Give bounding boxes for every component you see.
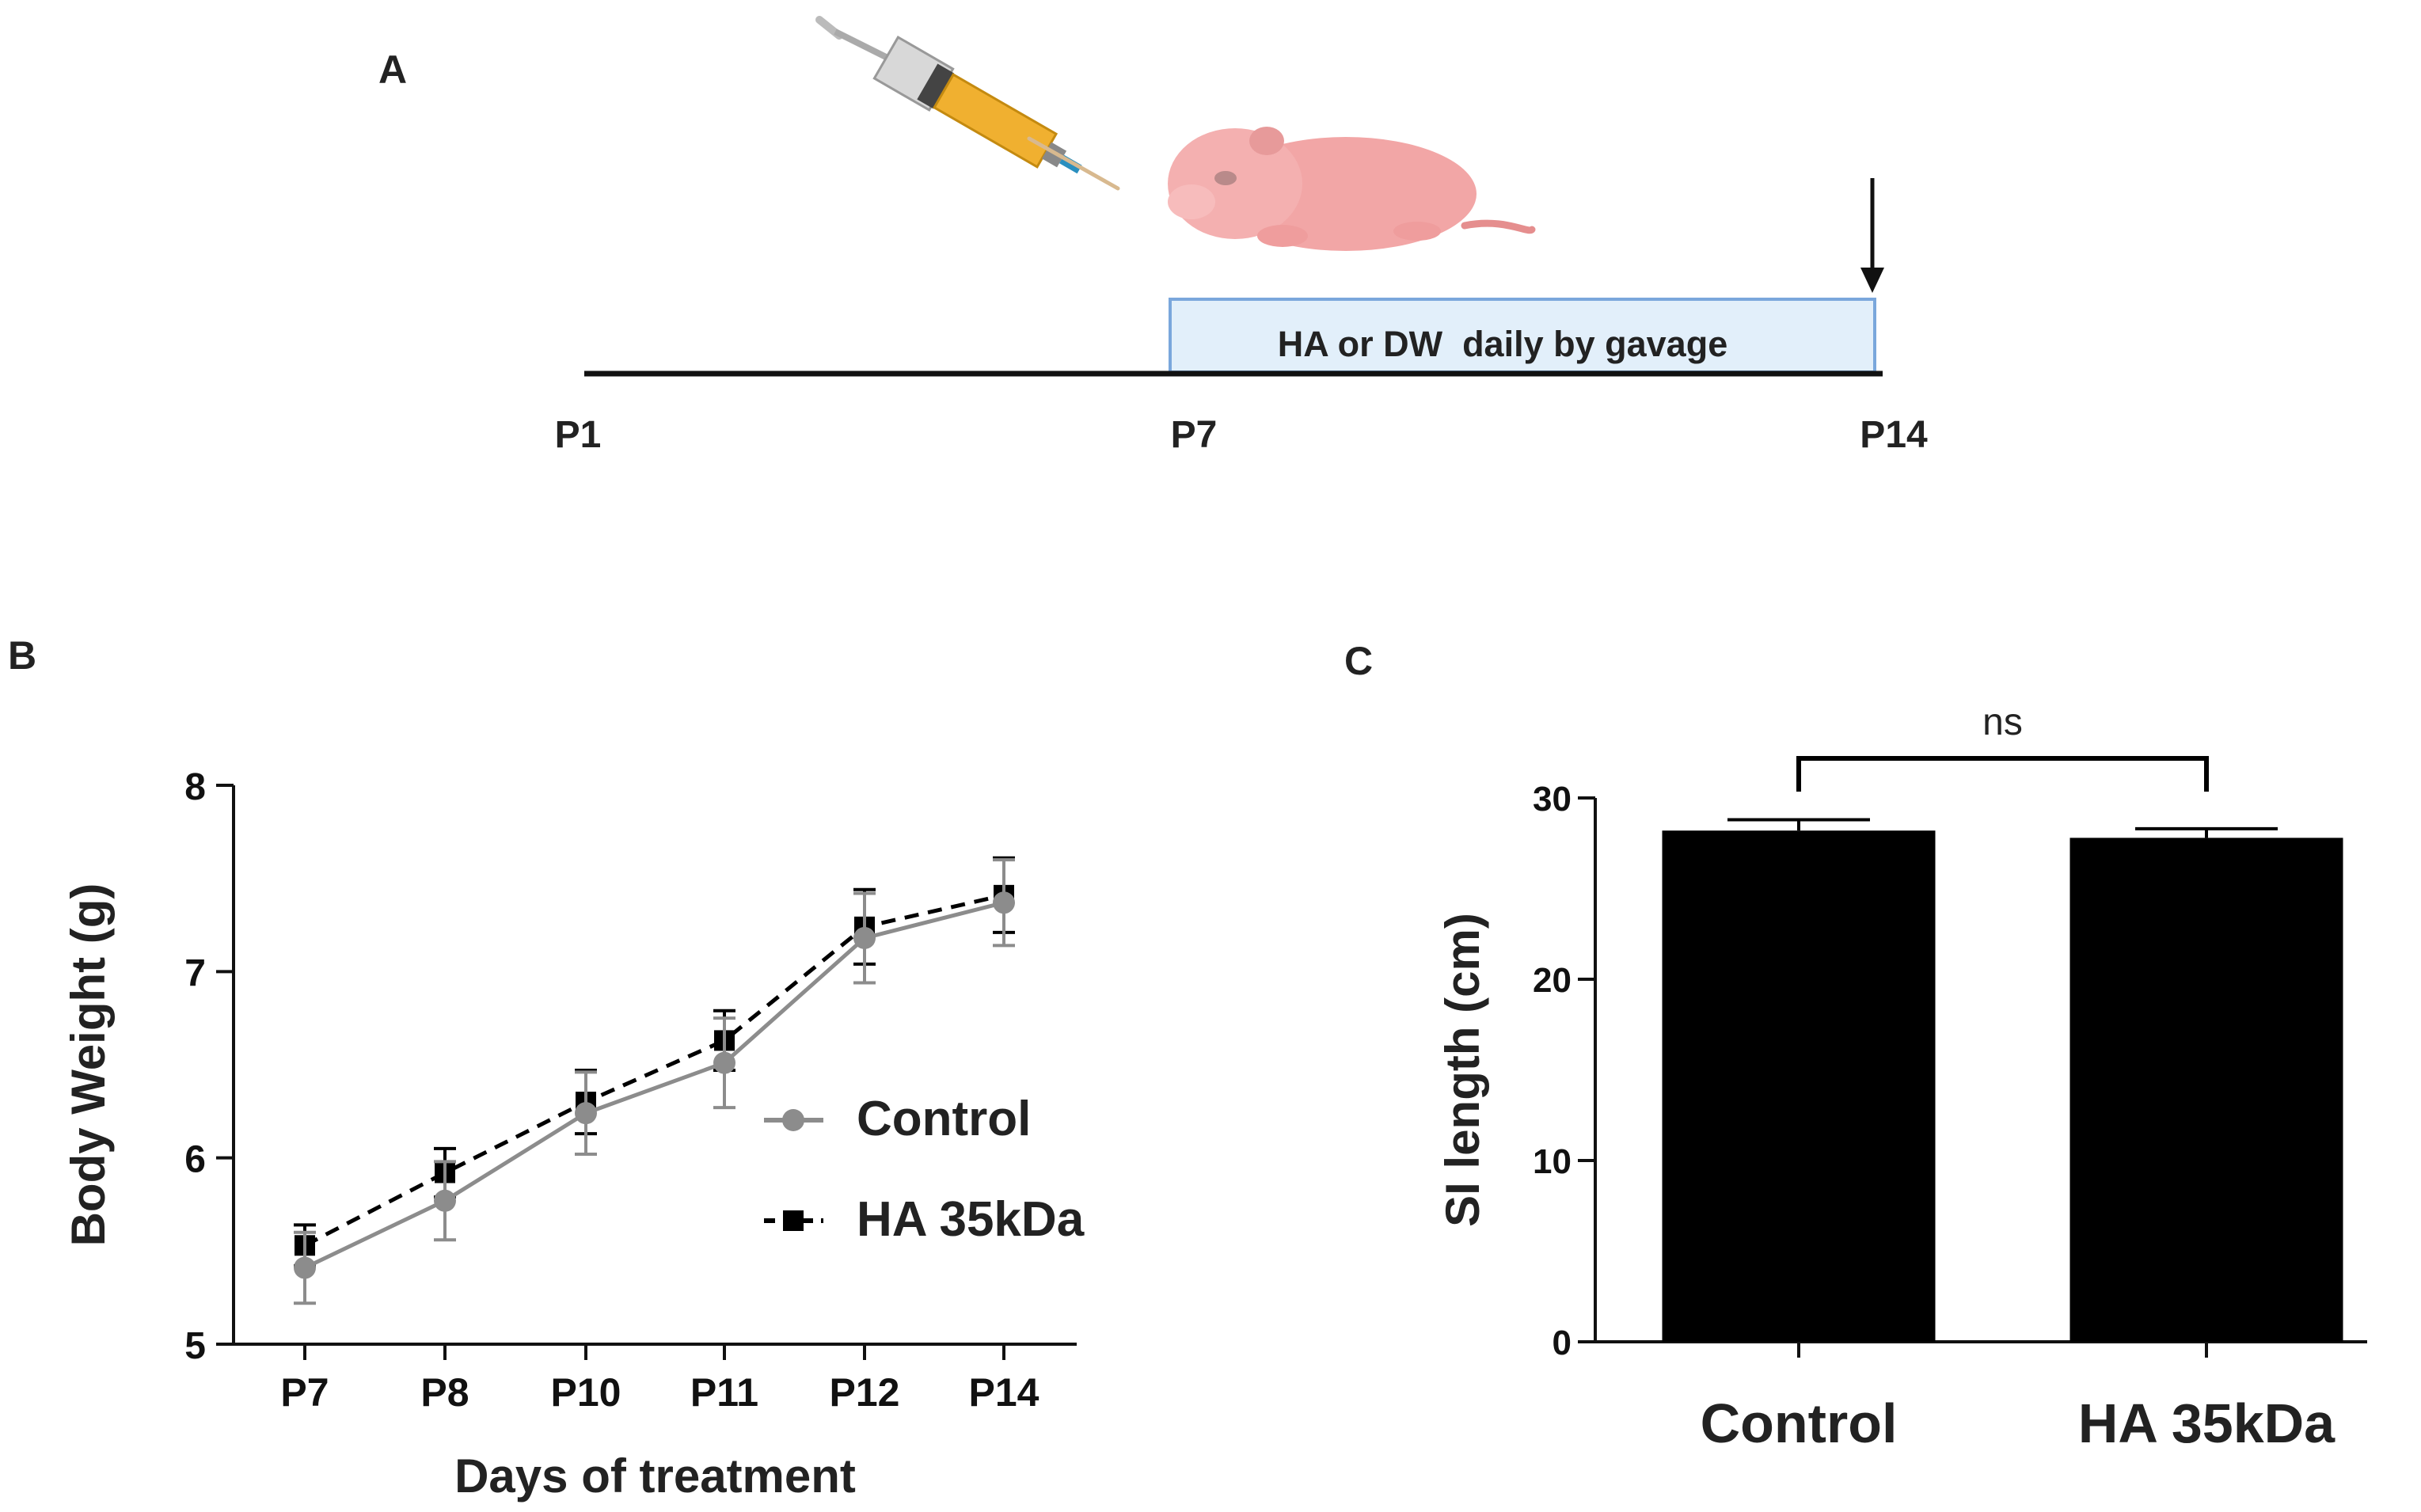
y-tick-label: 20 bbox=[1533, 961, 1572, 1000]
data-point bbox=[434, 1189, 456, 1212]
legend: Control HA 35kDa bbox=[764, 1092, 1085, 1247]
data-point bbox=[575, 1102, 597, 1125]
si-length-chart: 0 10 20 30 SI length (cm) Control HA 35kDa ns bbox=[1436, 701, 2367, 1454]
panel-c-label: C bbox=[1344, 639, 1373, 683]
y-tick-label: 5 bbox=[184, 1325, 206, 1367]
x-tick-label: P12 bbox=[830, 1370, 900, 1415]
x-tick-label: P11 bbox=[690, 1370, 758, 1415]
y-tick-label: 8 bbox=[184, 766, 206, 808]
timepoint-p1: P1 bbox=[555, 414, 602, 456]
x-tick-label: P14 bbox=[969, 1370, 1039, 1415]
bar-control bbox=[1662, 830, 1936, 1342]
arrow-head-icon bbox=[1860, 268, 1884, 293]
legend-label-control: Control bbox=[857, 1092, 1031, 1146]
x-tick-label: Control bbox=[1701, 1392, 1898, 1454]
legend-label-ha: HA 35kDa bbox=[857, 1192, 1085, 1247]
panel-b-label: B bbox=[8, 633, 36, 678]
treatment-bar bbox=[1169, 298, 1876, 374]
y-tick-label: 10 bbox=[1533, 1142, 1572, 1181]
data-point bbox=[294, 1256, 316, 1279]
timepoint-p7: P7 bbox=[1171, 414, 1218, 456]
bar-ha bbox=[2069, 838, 2343, 1342]
significance-bracket bbox=[1796, 756, 2209, 792]
x-tick-label: P7 bbox=[280, 1370, 329, 1415]
legend-marker-control bbox=[782, 1109, 804, 1131]
significance-label: ns bbox=[1982, 701, 2023, 743]
x-axis-title: Days of treatment bbox=[454, 1449, 856, 1503]
data-point bbox=[713, 1051, 735, 1074]
mouse-pup-icon bbox=[1168, 127, 1536, 251]
data-point bbox=[993, 891, 1015, 914]
timepoint-p14: P14 bbox=[1860, 414, 1928, 456]
x-tick-label: HA 35kDa bbox=[2078, 1392, 2335, 1454]
y-tick-label: 7 bbox=[184, 952, 206, 994]
y-tick-label: 0 bbox=[1553, 1324, 1572, 1362]
x-tick-label: P10 bbox=[551, 1370, 621, 1415]
legend-marker-ha bbox=[783, 1210, 804, 1231]
y-tick-label: 30 bbox=[1533, 780, 1572, 819]
y-axis-title: Body Weight (g) bbox=[62, 883, 115, 1247]
series-line-ha bbox=[303, 893, 1005, 1248]
body-weight-chart: 5 6 7 8 P7 P8 P10 P11 P12 P14 Days of treatment Bod… bbox=[62, 766, 1085, 1503]
y-tick-label: 6 bbox=[184, 1139, 206, 1181]
series-line-control bbox=[303, 900, 1005, 1270]
treatment-bar-text: HA or DW daily by gavage bbox=[1278, 324, 1727, 364]
y-axis-title: SI length (cm) bbox=[1436, 913, 1489, 1227]
data-point bbox=[853, 926, 876, 949]
syringe-icon bbox=[815, 16, 1120, 191]
x-tick-label: P8 bbox=[420, 1370, 469, 1415]
panel-a-label: A bbox=[378, 47, 407, 92]
